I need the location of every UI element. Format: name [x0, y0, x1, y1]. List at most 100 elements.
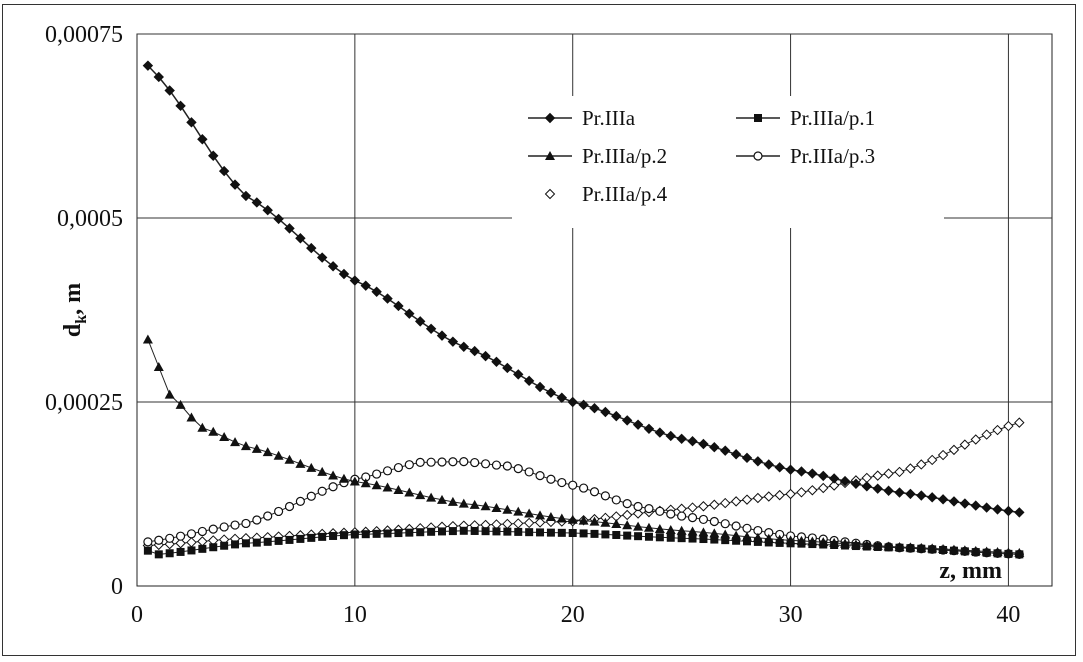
data-point — [763, 533, 774, 543]
data-point — [850, 478, 862, 489]
data-point — [774, 534, 785, 544]
data-point — [523, 517, 535, 529]
data-point — [937, 449, 949, 461]
data-point — [556, 392, 568, 403]
data-point — [165, 533, 175, 543]
data-point — [480, 501, 491, 511]
data-point — [436, 330, 448, 341]
data-point — [938, 544, 949, 554]
series-layer — [142, 60, 1025, 559]
legend-label: Pr.IIIa/p.1 — [790, 106, 875, 130]
data-point — [872, 483, 883, 494]
data-point — [252, 515, 262, 525]
data-point — [513, 506, 524, 516]
data-point — [926, 492, 938, 503]
data-point — [481, 527, 490, 536]
data-point — [709, 441, 720, 453]
data-point — [425, 323, 437, 335]
data-point — [633, 521, 644, 531]
data-point — [208, 524, 218, 534]
data-point — [230, 437, 241, 447]
data-point — [306, 242, 317, 254]
data-point — [818, 470, 829, 482]
data-point — [338, 473, 349, 483]
data-point — [721, 536, 730, 545]
y-axis-title-subscript: k — [73, 315, 90, 324]
data-point — [557, 528, 566, 537]
legend-item: Pr.IIIa/p.3 — [736, 144, 875, 168]
data-point — [644, 532, 653, 541]
data-point — [611, 495, 621, 505]
data-point — [992, 424, 1003, 436]
data-point — [175, 538, 186, 549]
x-tick-label: 40 — [996, 602, 1020, 628]
data-point — [251, 443, 262, 453]
data-point — [524, 508, 535, 518]
data-point — [438, 527, 446, 536]
data-point — [1014, 507, 1025, 518]
data-point — [546, 474, 556, 484]
data-point — [676, 433, 687, 445]
data-point — [186, 412, 197, 422]
data-point — [872, 540, 883, 550]
data-point — [458, 498, 469, 508]
data-point — [796, 466, 807, 477]
data-point — [665, 524, 676, 534]
legend-item: Pr.IIIa — [528, 106, 636, 130]
data-point — [329, 531, 338, 540]
data-point — [698, 501, 709, 512]
data-point — [317, 466, 328, 476]
data-point — [415, 316, 426, 327]
data-point — [230, 520, 240, 530]
data-point — [600, 406, 611, 418]
data-point — [621, 415, 633, 426]
data-point — [785, 535, 796, 545]
data-point — [1014, 547, 1025, 557]
data-point — [687, 435, 698, 447]
data-point — [339, 531, 348, 540]
data-point — [687, 502, 698, 513]
data-point — [252, 538, 261, 547]
data-point — [535, 471, 545, 481]
data-point — [415, 490, 426, 500]
data-point — [154, 550, 163, 559]
data-point — [677, 534, 686, 543]
data-point — [905, 488, 916, 500]
data-point — [710, 535, 719, 544]
data-point — [492, 527, 501, 536]
data-point — [240, 190, 252, 202]
data-point — [589, 487, 600, 497]
data-point — [742, 531, 752, 541]
legend-item: Pr.IIIa/p.2 — [528, 144, 667, 168]
data-point — [916, 490, 927, 501]
data-point — [699, 535, 708, 544]
data-point — [372, 469, 382, 479]
data-point — [393, 484, 404, 494]
data-point — [894, 541, 905, 551]
data-point — [165, 549, 174, 558]
data-point — [926, 454, 938, 466]
data-point — [285, 535, 294, 544]
data-point — [578, 399, 589, 411]
data-point — [654, 427, 666, 438]
data-point — [557, 477, 567, 488]
data-point — [578, 515, 589, 525]
y-tick-label: 0 — [111, 574, 123, 600]
data-point — [1003, 420, 1014, 432]
data-point — [219, 431, 230, 441]
series-1 — [142, 60, 1025, 518]
data-point — [220, 541, 229, 550]
data-point — [295, 496, 305, 506]
data-point — [763, 491, 774, 502]
data-point — [296, 534, 305, 543]
data-point — [643, 522, 654, 532]
data-point — [732, 536, 741, 545]
data-point — [219, 522, 229, 532]
data-point — [349, 476, 360, 486]
data-point — [959, 545, 970, 555]
data-point — [981, 429, 992, 440]
data-point — [655, 506, 665, 516]
data-point — [416, 528, 425, 537]
data-point — [382, 466, 393, 476]
data-point — [469, 499, 480, 509]
